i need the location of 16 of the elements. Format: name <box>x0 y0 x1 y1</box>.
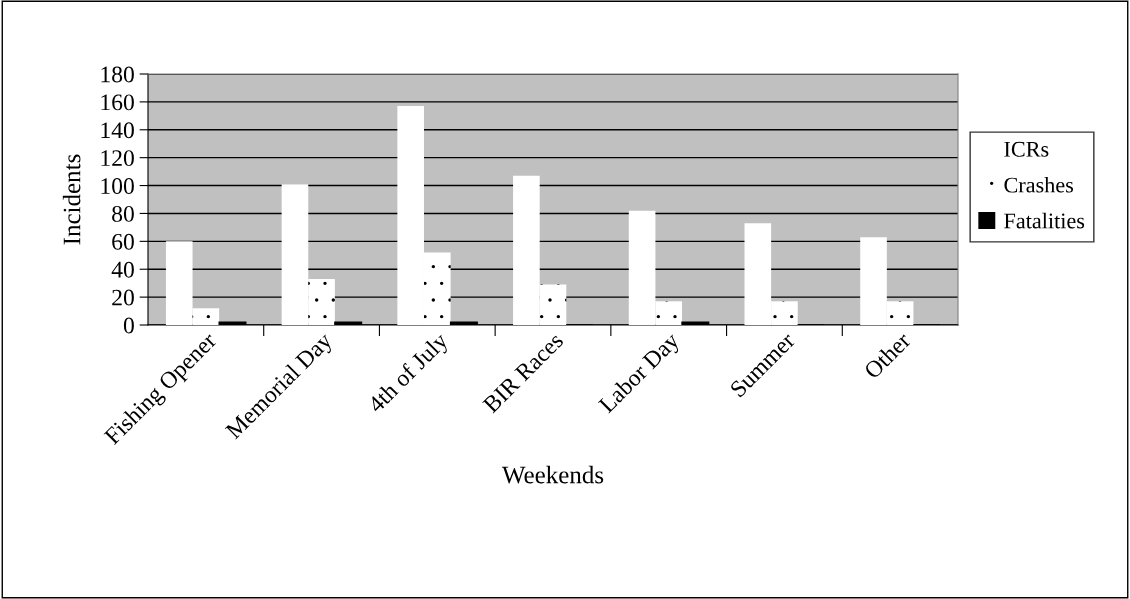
y-tick-label: 40 <box>111 261 134 278</box>
y-tick-label: 140 <box>101 122 134 139</box>
y-tick-label: 180 <box>101 66 134 83</box>
x-tick-label: 4th of July <box>366 330 453 418</box>
y-axis-title: Incidents <box>62 154 81 245</box>
y-tick-label: 20 <box>112 289 134 306</box>
y-tick-label: 60 <box>112 233 134 250</box>
y-tick-label: 160 <box>101 94 134 111</box>
y-tick-label: 100 <box>101 178 134 194</box>
y-tick-label: 120 <box>101 150 134 167</box>
legend-label: Crashes <box>1004 176 1074 193</box>
x-axis-title: Weekends <box>501 465 604 484</box>
legend-label: Fatalities <box>1004 212 1085 229</box>
y-tick-label: 80 <box>112 205 134 222</box>
y-tick-label: 0 <box>123 317 134 334</box>
text: ICRs <box>1004 141 1049 157</box>
